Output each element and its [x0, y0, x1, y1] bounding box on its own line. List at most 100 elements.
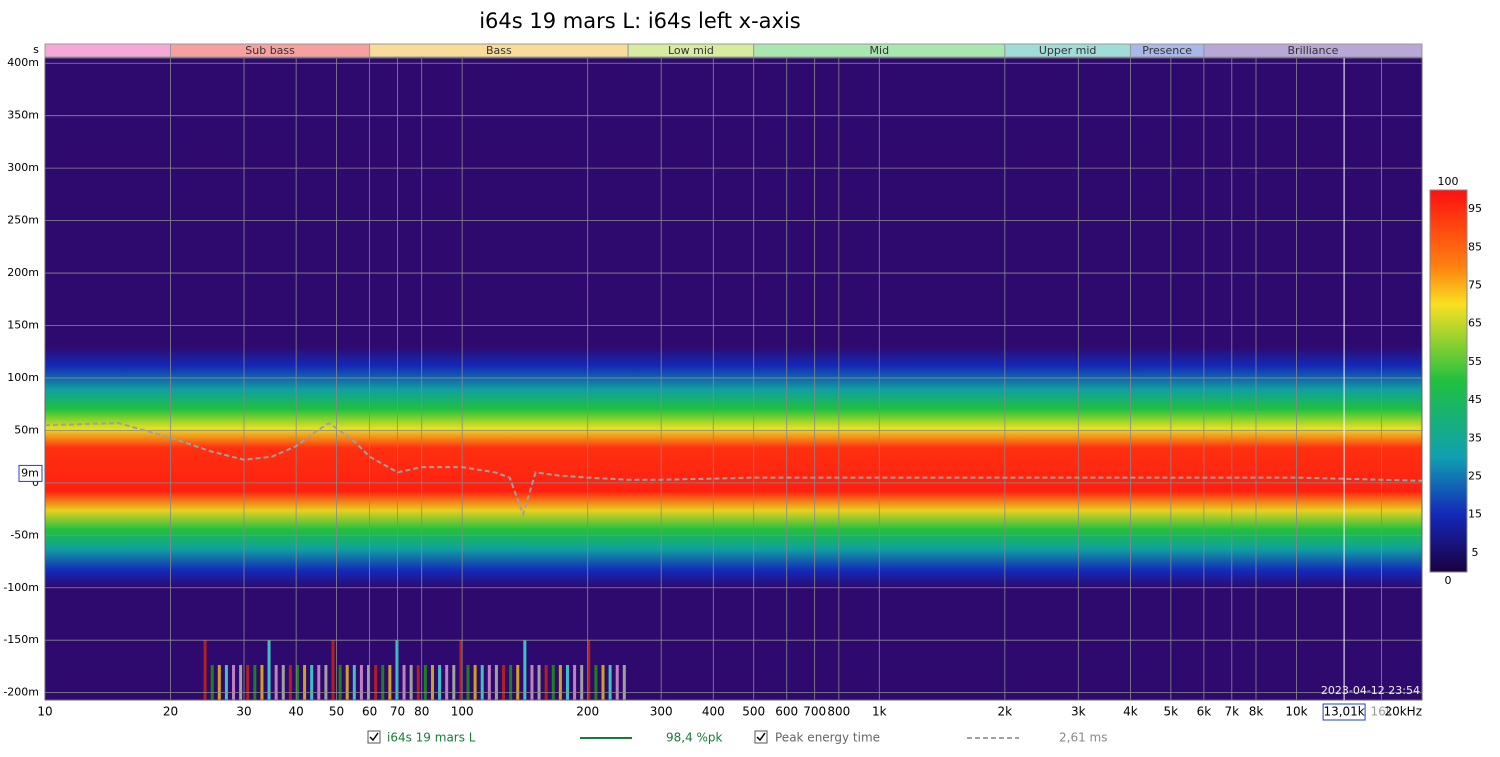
x-tick-label: 20kHz — [1384, 705, 1422, 719]
impulse-bar — [381, 665, 385, 700]
impulse-bar — [473, 665, 477, 700]
impulse-bar — [274, 665, 278, 700]
y-tick-label: 50m — [14, 423, 39, 436]
x-tick-label: 20 — [163, 705, 178, 719]
impulse-bar — [324, 665, 328, 700]
x-tick-label: 80 — [414, 705, 429, 719]
x-tick-label: 300 — [650, 705, 673, 719]
impulse-bar — [587, 640, 591, 700]
impulse-bar — [281, 665, 285, 700]
colorbar-tick-label: 65 — [1468, 317, 1482, 330]
x-tick-label: 100 — [451, 705, 474, 719]
impulse-bar — [423, 665, 427, 700]
impulse-bar — [608, 665, 612, 700]
impulse-bar — [509, 665, 513, 700]
colorbar-tick-label: 5 — [1472, 546, 1479, 559]
impulse-bar — [246, 665, 250, 700]
x-tick-label: 1k — [872, 705, 887, 719]
y-tick-label: 300m — [7, 161, 39, 174]
y-tick-label: 0 — [32, 476, 39, 489]
impulse-bar — [409, 665, 413, 700]
x-tick-label: 5k — [1164, 705, 1179, 719]
legend-reading: 98,4 %pk — [666, 731, 723, 745]
impulse-bar — [253, 665, 257, 700]
x-tick-label: 70 — [390, 705, 405, 719]
impulse-bar — [359, 665, 363, 700]
x-tick-label: 50 — [329, 705, 344, 719]
x-tick-label: 2k — [998, 705, 1013, 719]
impulse-bar — [395, 640, 399, 700]
legend-label: i64s 19 mars L — [387, 731, 476, 745]
y-tick-label: -200m — [3, 686, 39, 699]
impulse-bar — [210, 665, 214, 700]
x-tick-label: 60 — [362, 705, 377, 719]
impulse-bar — [502, 665, 506, 700]
impulse-bar — [601, 665, 605, 700]
cursor-x-box — [1322, 703, 1366, 721]
impulse-bar — [374, 665, 378, 700]
impulse-bar — [430, 665, 434, 700]
band-label: Bass — [486, 44, 512, 57]
colorbar-tick-label: 95 — [1468, 202, 1482, 215]
y-tick-label: -100m — [3, 581, 39, 594]
impulse-bar — [459, 640, 463, 700]
check-mark — [756, 732, 766, 742]
y-tick-label: 350m — [7, 109, 39, 122]
cursor-y-label: 9m — [21, 466, 39, 479]
cursor-y-box — [18, 464, 43, 482]
y-tick-label: -50m — [10, 528, 39, 541]
x-tick-label: 4k — [1123, 705, 1138, 719]
impulse-bar — [537, 665, 541, 700]
x-tick-label: 16k — [1370, 705, 1392, 719]
impulse-bar — [580, 665, 584, 700]
band-label: Low mid — [668, 44, 714, 57]
impulse-bar — [551, 665, 555, 700]
y-tick-label: 200m — [7, 266, 39, 279]
impulse-bar — [622, 665, 626, 700]
x-tick-label: 400 — [702, 705, 725, 719]
impulse-bar — [487, 665, 491, 700]
impulse-bar — [260, 665, 264, 700]
impulse-bar — [402, 665, 406, 700]
x-tick-label: 7k — [1225, 705, 1240, 719]
impulse-bar — [452, 665, 456, 700]
impulse-bar — [295, 665, 299, 700]
impulse-bar — [445, 665, 449, 700]
impulse-bar — [594, 665, 598, 700]
impulse-bar — [466, 665, 470, 700]
impulse-bar — [224, 665, 228, 700]
y-tick-label: 100m — [7, 371, 39, 384]
x-tick-label: 6k — [1197, 705, 1212, 719]
impulse-bar — [558, 665, 562, 700]
plot-border — [44, 57, 1423, 701]
impulse-bar — [438, 665, 442, 700]
x-tick-label: 40 — [289, 705, 304, 719]
legend-checkbox[interactable] — [754, 730, 768, 744]
impulse-bar — [615, 665, 619, 700]
colorbar-tick-label: 45 — [1468, 393, 1482, 406]
impulse-bar — [303, 665, 307, 700]
x-tick-label: 3k — [1071, 705, 1086, 719]
colorbar-tick-label: 75 — [1468, 279, 1482, 292]
colorbar-tick-label: 15 — [1468, 508, 1482, 521]
impulse-bar — [288, 665, 292, 700]
colorbar-tick-label: 85 — [1468, 240, 1482, 253]
colorbar-tick-label: 0 — [1445, 574, 1452, 587]
impulse-bars — [203, 640, 626, 700]
timestamp: 2023-04-12 23:54 — [1321, 684, 1420, 697]
x-tick-label: 8k — [1249, 705, 1264, 719]
y-tick-label: 150m — [7, 319, 39, 332]
impulse-bar — [388, 665, 392, 700]
impulse-bar — [267, 640, 271, 700]
colorbar — [1429, 189, 1468, 573]
impulse-bar — [338, 665, 342, 700]
impulse-bar — [565, 665, 569, 700]
impulse-bar — [516, 665, 520, 700]
y-tick-label: 250m — [7, 214, 39, 227]
legend-checkbox[interactable] — [367, 730, 381, 744]
impulse-bar — [544, 665, 548, 700]
cursor-x-label: 13,01k — [1323, 705, 1364, 719]
x-tick-label: 500 — [742, 705, 765, 719]
band-label: Presence — [1142, 44, 1192, 57]
